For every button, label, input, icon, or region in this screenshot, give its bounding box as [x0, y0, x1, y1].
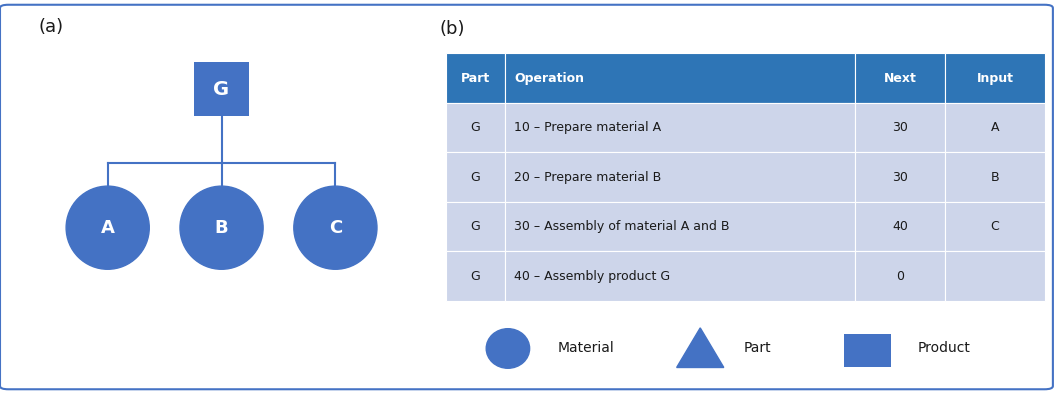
- Text: G: G: [471, 220, 480, 233]
- FancyBboxPatch shape: [856, 202, 945, 251]
- Text: 10 – Prepare material A: 10 – Prepare material A: [514, 121, 661, 134]
- FancyBboxPatch shape: [446, 202, 505, 251]
- Text: 20 – Prepare material B: 20 – Prepare material B: [514, 171, 661, 184]
- Text: G: G: [471, 270, 480, 283]
- Text: Material: Material: [557, 341, 614, 356]
- Text: Input: Input: [976, 72, 1014, 85]
- Text: (a): (a): [38, 18, 63, 36]
- Text: 30 – Assembly of material A and B: 30 – Assembly of material A and B: [514, 220, 730, 233]
- Text: 40 – Assembly product G: 40 – Assembly product G: [514, 270, 670, 283]
- Text: Part: Part: [461, 72, 490, 85]
- Polygon shape: [676, 328, 724, 367]
- Ellipse shape: [486, 329, 530, 368]
- Text: Product: Product: [918, 341, 971, 356]
- Text: Part: Part: [744, 341, 771, 356]
- FancyBboxPatch shape: [446, 53, 505, 103]
- FancyBboxPatch shape: [945, 202, 1044, 251]
- FancyBboxPatch shape: [945, 53, 1044, 103]
- Text: A: A: [101, 219, 115, 237]
- FancyBboxPatch shape: [844, 334, 891, 367]
- FancyBboxPatch shape: [194, 62, 249, 116]
- Circle shape: [180, 186, 263, 269]
- Text: C: C: [991, 220, 999, 233]
- FancyBboxPatch shape: [505, 152, 856, 202]
- FancyBboxPatch shape: [856, 152, 945, 202]
- FancyBboxPatch shape: [945, 251, 1044, 301]
- Text: 0: 0: [897, 270, 904, 283]
- Circle shape: [66, 186, 149, 269]
- Text: (b): (b): [440, 20, 465, 38]
- FancyBboxPatch shape: [505, 53, 856, 103]
- FancyBboxPatch shape: [856, 103, 945, 152]
- Text: 30: 30: [893, 171, 908, 184]
- FancyBboxPatch shape: [945, 152, 1044, 202]
- Text: A: A: [991, 121, 999, 134]
- Text: G: G: [471, 121, 480, 134]
- Circle shape: [294, 186, 377, 269]
- Text: Operation: Operation: [514, 72, 584, 85]
- Text: G: G: [471, 171, 480, 184]
- Text: 30: 30: [893, 121, 908, 134]
- Text: B: B: [215, 219, 228, 237]
- Text: C: C: [329, 219, 342, 237]
- Text: Next: Next: [884, 72, 917, 85]
- FancyBboxPatch shape: [505, 202, 856, 251]
- FancyBboxPatch shape: [856, 53, 945, 103]
- FancyBboxPatch shape: [505, 103, 856, 152]
- FancyBboxPatch shape: [446, 251, 505, 301]
- FancyBboxPatch shape: [505, 251, 856, 301]
- FancyBboxPatch shape: [856, 251, 945, 301]
- Text: G: G: [213, 80, 230, 99]
- FancyBboxPatch shape: [945, 103, 1044, 152]
- FancyBboxPatch shape: [446, 103, 505, 152]
- FancyBboxPatch shape: [446, 152, 505, 202]
- Text: B: B: [991, 171, 999, 184]
- Text: 40: 40: [893, 220, 908, 233]
